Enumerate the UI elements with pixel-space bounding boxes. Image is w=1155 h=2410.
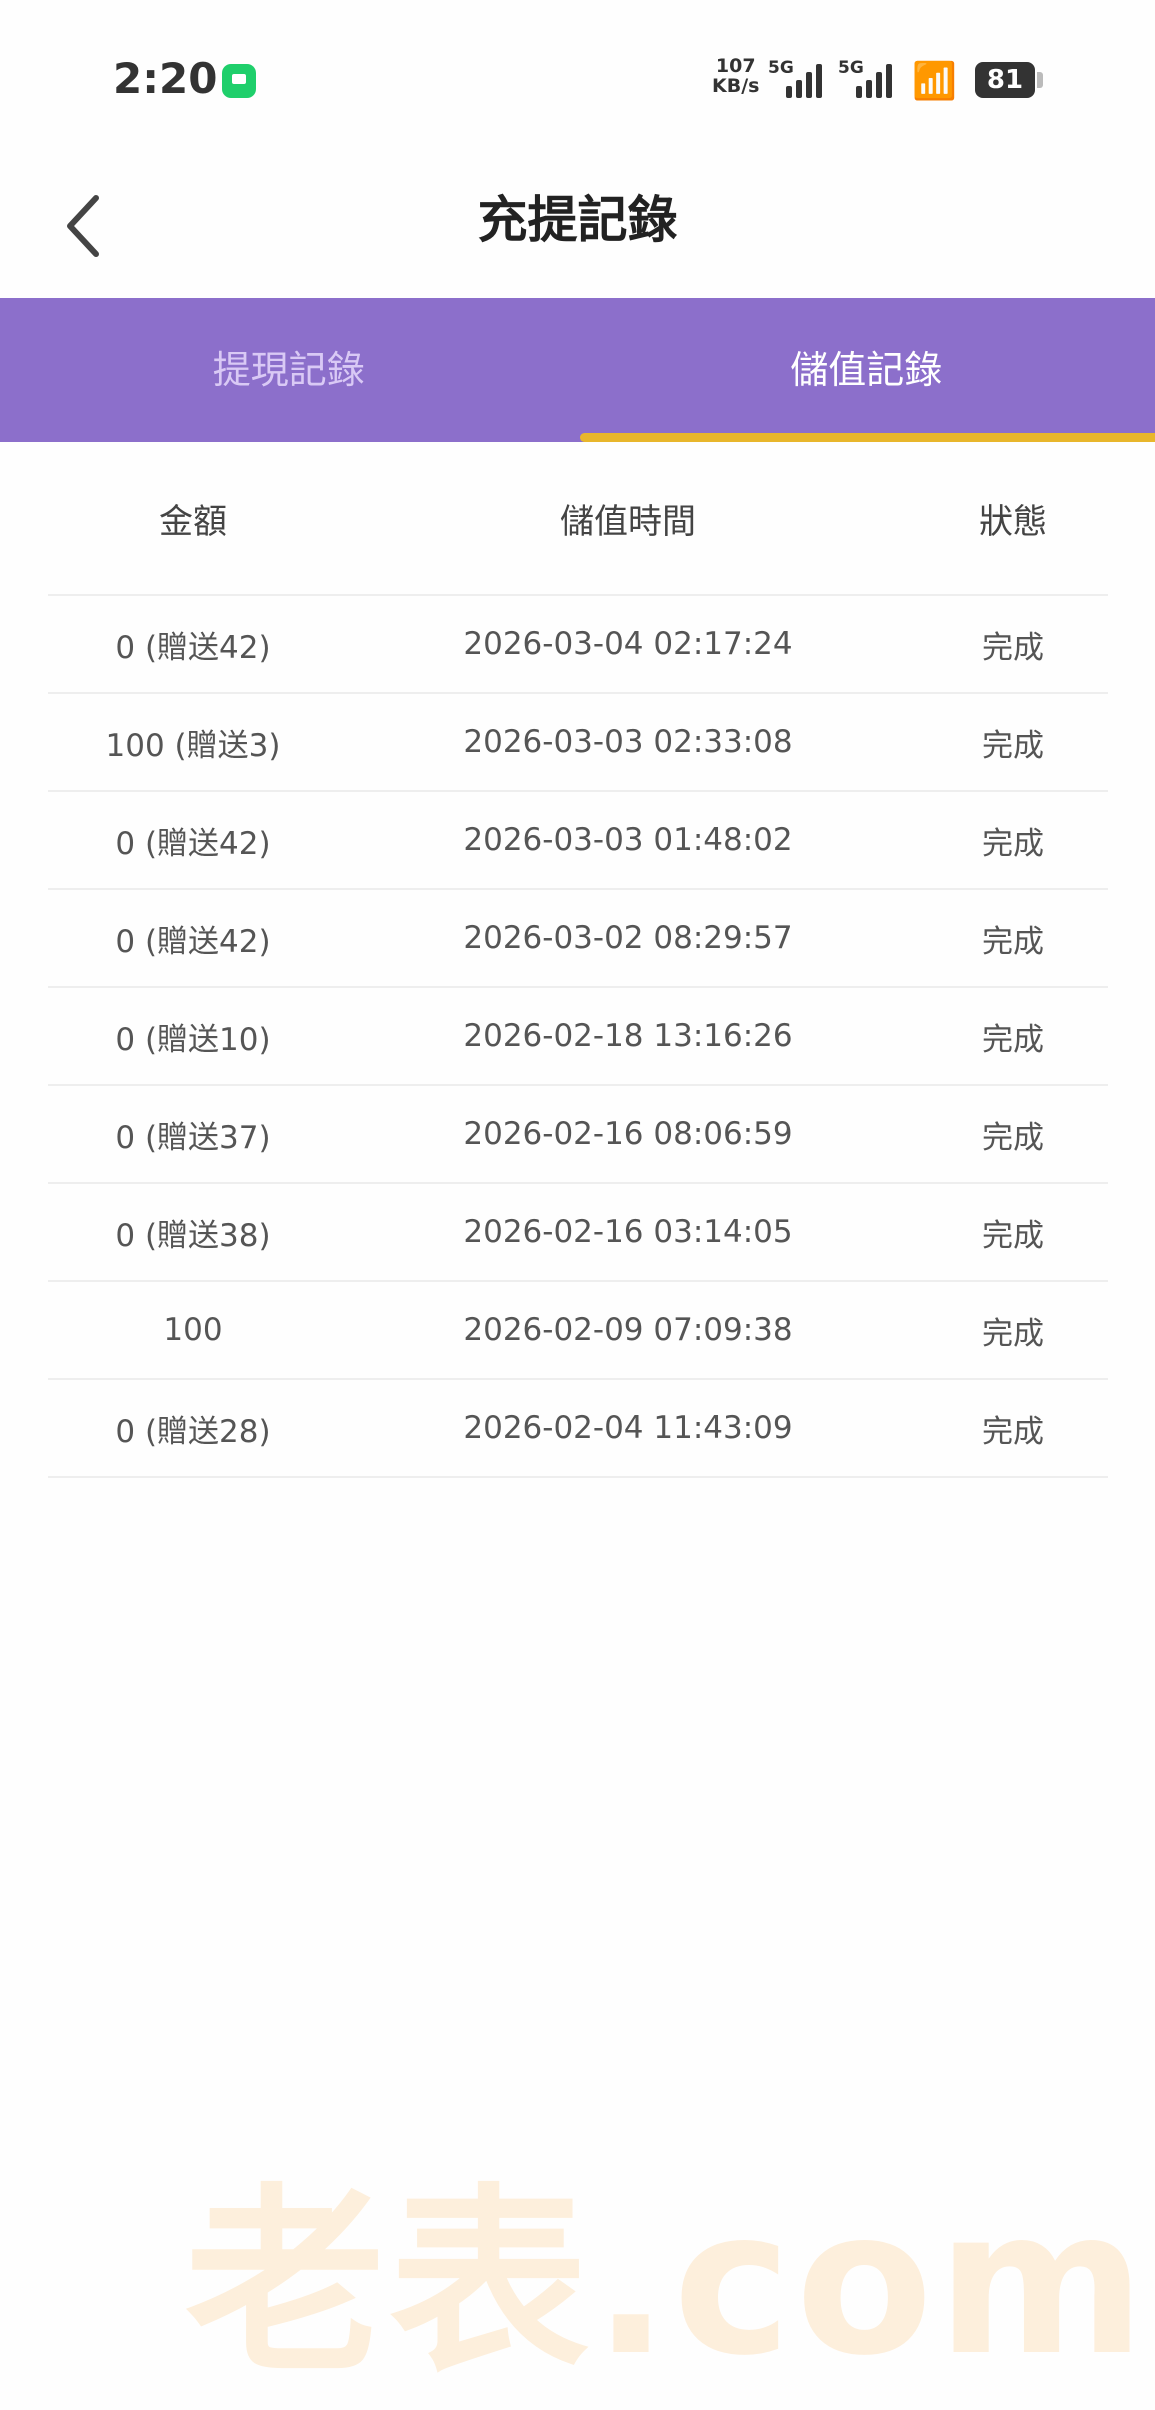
table-header: 金額 儲值時間 狀態	[48, 442, 1108, 596]
column-header-status: 狀態	[918, 494, 1108, 543]
cell-time: 2026-03-02 08:29:57	[338, 920, 918, 956]
net-speed-unit: KB/s	[712, 76, 759, 96]
signal-icon	[856, 62, 892, 98]
cell-time: 2026-03-04 02:17:24	[338, 626, 918, 662]
column-header-time: 儲值時間	[338, 494, 918, 543]
cell-amount: 0 (贈送10)	[48, 1014, 338, 1059]
signal-icon	[786, 62, 822, 98]
cell-status: 完成	[918, 818, 1108, 863]
cell-time: 2026-03-03 01:48:02	[338, 822, 918, 858]
status-bar: 2:20 107 KB/s 5G 5G 📶 81	[0, 0, 1155, 160]
page-title: 充提記錄	[0, 188, 1155, 252]
cell-amount: 0 (贈送28)	[48, 1406, 338, 1451]
tab-bar: 提現記錄 儲值記錄	[0, 298, 1155, 442]
cell-time: 2026-02-09 07:09:38	[338, 1312, 918, 1348]
cell-amount: 0 (贈送42)	[48, 818, 338, 863]
cell-status: 完成	[918, 1112, 1108, 1157]
battery-icon: 81	[975, 62, 1035, 98]
cell-status: 完成	[918, 1210, 1108, 1255]
message-app-icon	[222, 64, 256, 98]
cell-time: 2026-02-18 13:16:26	[338, 1018, 918, 1054]
cell-time: 2026-02-16 03:14:05	[338, 1214, 918, 1250]
column-header-amount: 金額	[48, 494, 338, 543]
cell-status: 完成	[918, 1014, 1108, 1059]
tab-deposit-records[interactable]: 儲值記錄	[578, 298, 1155, 442]
cell-time: 2026-02-04 11:43:09	[338, 1410, 918, 1446]
wifi-icon: 📶	[912, 60, 957, 102]
cell-amount: 0 (贈送42)	[48, 622, 338, 667]
app-header: 充提記錄	[0, 160, 1155, 298]
cell-amount: 0 (贈送42)	[48, 916, 338, 961]
cell-status: 完成	[918, 1406, 1108, 1451]
cell-amount: 0 (贈送37)	[48, 1112, 338, 1157]
cell-time: 2026-02-16 08:06:59	[338, 1116, 918, 1152]
network-speed: 107 KB/s	[712, 56, 759, 96]
cell-amount: 100	[48, 1312, 338, 1348]
cell-amount: 0 (贈送38)	[48, 1210, 338, 1255]
tab-withdraw-records[interactable]: 提現記錄	[0, 298, 578, 442]
net-speed-value: 107	[712, 56, 759, 76]
cell-status: 完成	[918, 622, 1108, 667]
cell-status: 完成	[918, 720, 1108, 765]
cell-amount: 100 (贈送3)	[48, 720, 338, 765]
status-time: 2:20	[113, 54, 217, 103]
cell-time: 2026-03-03 02:33:08	[338, 724, 918, 760]
cell-status: 完成	[918, 1308, 1108, 1353]
watermark-logo: 老表.com	[185, 2120, 1149, 2410]
cell-status: 完成	[918, 916, 1108, 961]
